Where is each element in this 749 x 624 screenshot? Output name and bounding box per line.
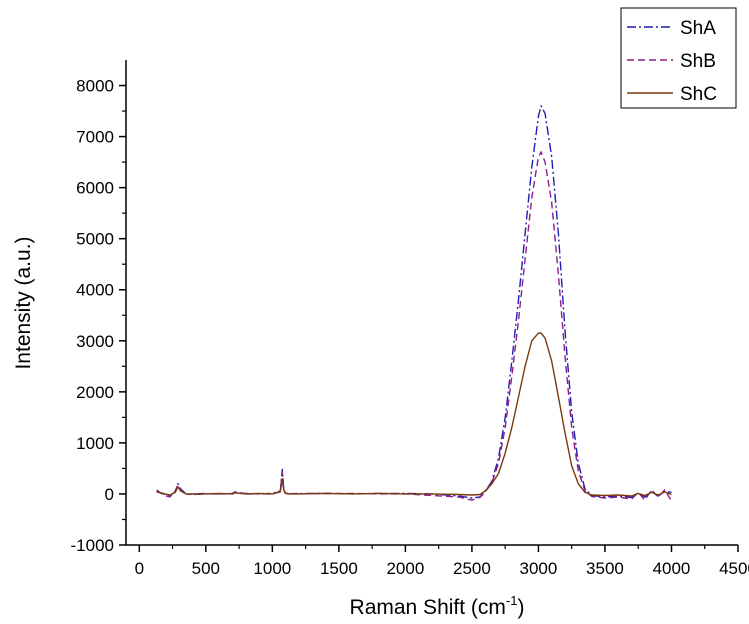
x-axis-title-main: Raman Shift (cm — [350, 596, 506, 619]
legend-label-sha: ShA — [680, 18, 716, 39]
x-tick-label: 2500 — [453, 559, 491, 578]
y-tick-label: 4000 — [76, 281, 114, 300]
y-tick-label: 8000 — [76, 77, 114, 96]
x-tick-label: 500 — [192, 559, 220, 578]
x-tick-label: 4000 — [653, 559, 691, 578]
x-tick-label: 2000 — [386, 559, 424, 578]
x-axis-title-superscript: -1 — [506, 593, 518, 608]
x-axis-title-close: ) — [517, 596, 524, 619]
y-tick-label: 5000 — [76, 230, 114, 249]
legend-label-shb: ShB — [680, 51, 716, 72]
y-tick-label: 1000 — [76, 434, 114, 453]
y-tick-label: 2000 — [76, 383, 114, 402]
x-axis-title: Raman Shift (cm-1) — [350, 593, 525, 619]
legend-label-shc: ShC — [680, 84, 717, 105]
y-tick-label: 3000 — [76, 332, 114, 351]
x-tick-label: 1500 — [320, 559, 358, 578]
x-tick-label: 4500 — [719, 559, 749, 578]
series-line-sha — [156, 105, 672, 499]
x-tick-label: 3000 — [520, 559, 558, 578]
y-tick-label: -1000 — [71, 536, 114, 555]
x-tick-label: 0 — [135, 559, 144, 578]
series-layer — [156, 105, 673, 502]
y-tick-label: 6000 — [76, 179, 114, 198]
y-axis-title: Intensity (a.u.) — [12, 236, 35, 369]
legend-frame — [620, 7, 737, 109]
y-tick-label: 0 — [105, 485, 114, 504]
y-tick-label: 7000 — [76, 128, 114, 147]
x-tick-label: 3500 — [586, 559, 624, 578]
x-tick-label: 1000 — [253, 559, 291, 578]
legend: ShA ShB ShC — [620, 7, 737, 109]
series-line-shc — [156, 332, 672, 497]
series-line-shb — [156, 151, 673, 502]
axes: -1000 0 1000 2000 3000 4000 5000 6000 7000 8000 0 5… — [71, 60, 749, 578]
